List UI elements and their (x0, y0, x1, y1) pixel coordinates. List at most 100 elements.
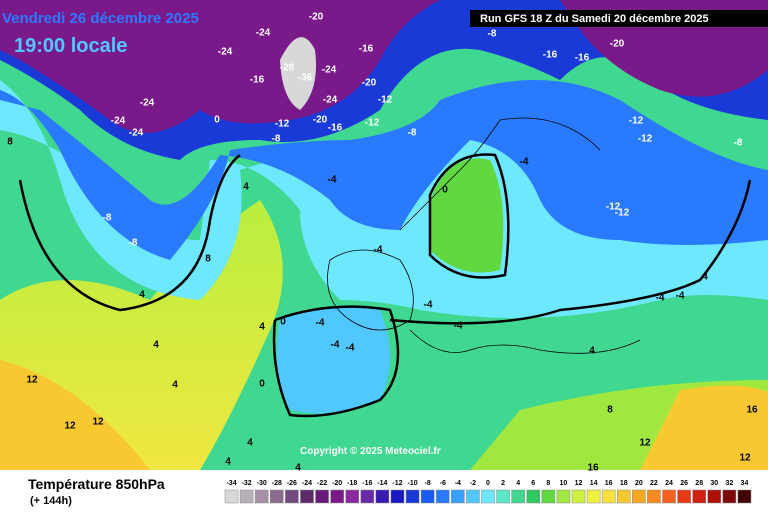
contour-label: -24 (140, 98, 155, 109)
contour-label: -4 (316, 318, 325, 329)
legend-swatch (571, 489, 586, 504)
legend-swatch (496, 489, 510, 504)
contour-label: 8 (205, 254, 211, 265)
contour-label: 8 (607, 405, 613, 416)
contour-label: 4 (259, 322, 265, 333)
legend-swatch (315, 489, 329, 504)
contour-label: 12 (26, 375, 38, 386)
legend-label: 8 (546, 480, 550, 487)
legend-swatch (511, 489, 525, 504)
legend-swatch (270, 489, 284, 504)
contour-label: -20 (313, 115, 328, 126)
legend-swatch (254, 489, 269, 504)
legend-label: 24 (665, 480, 673, 487)
legend-label: -28 (272, 480, 282, 487)
legend-label: 30 (710, 480, 718, 487)
legend-label: -14 (377, 480, 387, 487)
contour-label: 4 (225, 457, 231, 468)
legend-label: 28 (695, 480, 703, 487)
legend-swatch (662, 489, 676, 504)
contour-label: 4 (243, 182, 249, 193)
contour-label: -12 (275, 119, 290, 130)
legend-label: -34 (226, 480, 236, 487)
legend-swatch (541, 489, 556, 504)
contour-label: 12 (92, 417, 104, 428)
contour-label: 16 (587, 463, 599, 474)
legend-swatch (375, 489, 390, 504)
contour-label: -4 (454, 321, 463, 332)
legend-swatch (707, 489, 722, 504)
legend-label: 0 (486, 480, 490, 487)
contour-label: -8 (488, 29, 497, 40)
contour-label: -16 (543, 50, 558, 61)
legend-subtitle: (+ 144h) (30, 495, 72, 507)
legend-label: -12 (392, 480, 402, 487)
legend-swatch (300, 489, 314, 504)
contour-label: -24 (218, 47, 233, 58)
legend-swatch (239, 489, 254, 504)
contour-label: -12 (365, 118, 380, 129)
legend-swatch (722, 489, 737, 504)
legend-swatch (330, 489, 344, 504)
legend-swatch (616, 489, 631, 504)
legend-swatch (737, 489, 752, 504)
contour-label: -12 (615, 208, 630, 219)
contour-label: -4 (331, 340, 340, 351)
contour-label: 12 (639, 438, 651, 449)
contour-label: 0 (214, 115, 220, 126)
contour-label: -24 (129, 128, 144, 139)
contour-label: -12 (606, 202, 621, 213)
legend-label: 26 (680, 480, 688, 487)
contour-label: 4 (153, 340, 159, 351)
legend-swatch (466, 489, 480, 504)
contour-label: -8 (408, 128, 417, 139)
legend-swatch (451, 489, 465, 504)
legend-label: 34 (741, 480, 749, 487)
legend-swatch (481, 489, 495, 504)
legend-label: 22 (650, 480, 658, 487)
contour-label: -12 (638, 134, 653, 145)
contour-label: -16 (250, 75, 265, 86)
contour-label: 8 (7, 137, 13, 148)
contour-label: 4 (295, 463, 301, 474)
contour-label: -4 (328, 175, 337, 186)
contour-label: 12 (64, 421, 76, 432)
legend-label: 18 (620, 480, 628, 487)
legend-label: -10 (408, 480, 418, 487)
time: 19:00 locale (14, 35, 127, 57)
legend-swatch (285, 489, 299, 504)
legend-swatch (224, 489, 239, 504)
legend-label: 16 (605, 480, 613, 487)
legend-swatch (390, 489, 405, 504)
contour-label: -16 (359, 44, 374, 55)
legend-label: 14 (590, 480, 598, 487)
legend-label: -18 (347, 480, 357, 487)
contour-label: -8 (129, 238, 138, 249)
legend-swatch (647, 489, 661, 504)
copyright: Copyright © 2025 Meteociel.fr (300, 446, 441, 457)
legend-swatch (586, 489, 601, 504)
legend-swatch (632, 489, 646, 504)
legend-swatch (526, 489, 541, 504)
legend-swatch (345, 489, 360, 504)
contour-label: -20 (309, 12, 324, 23)
legend-swatch (601, 489, 616, 504)
legend-swatch (677, 489, 691, 504)
contour-label: -4 (520, 157, 529, 168)
contour-label: -4 (676, 291, 685, 302)
legend-swatch (556, 489, 571, 504)
date: Vendredi 26 décembre 2025 (2, 10, 199, 27)
contour-label: -16 (328, 123, 343, 134)
contour-label: -24 (323, 95, 338, 106)
contour-label: 0 (259, 379, 265, 390)
legend-label: 20 (635, 480, 643, 487)
contour-label: -36 (298, 73, 313, 84)
contour-label: 12 (739, 453, 751, 464)
contour-label: 4 (247, 438, 253, 449)
contour-label: -24 (256, 28, 271, 39)
contour-label: -24 (322, 65, 337, 76)
contour-label: -20 (362, 78, 377, 89)
legend-label: 32 (725, 480, 733, 487)
contour-label: -12 (378, 95, 393, 106)
